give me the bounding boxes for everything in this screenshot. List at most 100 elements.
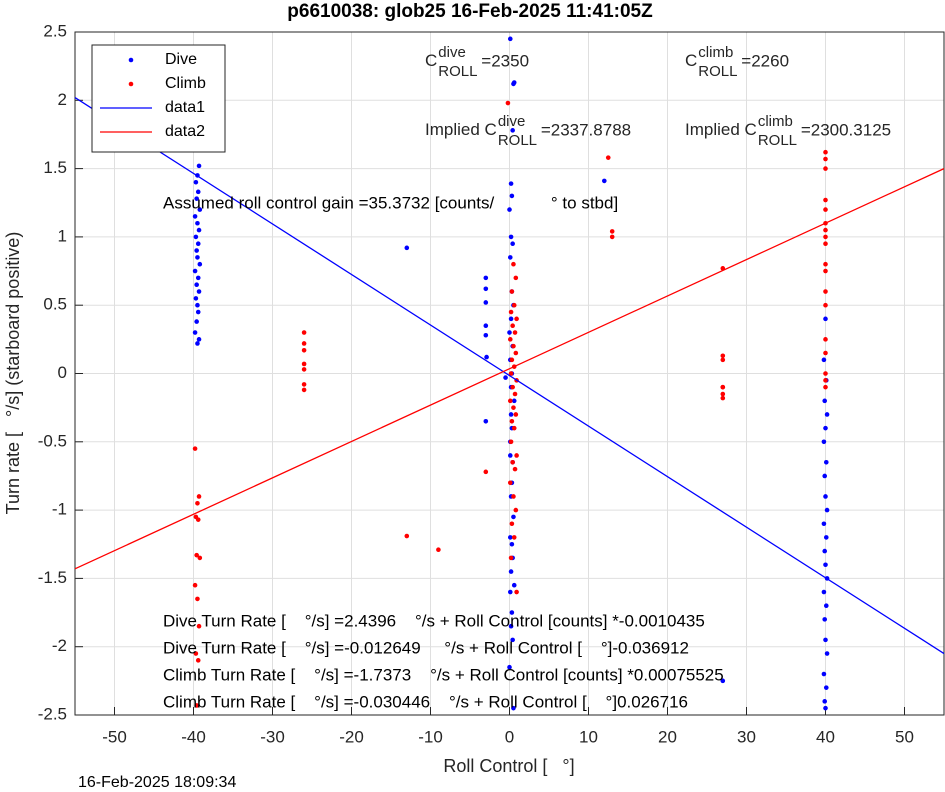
point [196, 337, 202, 342]
point [484, 354, 489, 360]
point [821, 357, 827, 363]
point [508, 309, 514, 315]
point [510, 128, 515, 133]
annotation-base: C [425, 51, 437, 70]
point [508, 623, 514, 629]
x-tick-label: -10 [418, 727, 443, 746]
annotation-sub: ROLL [758, 132, 797, 149]
point [821, 521, 827, 527]
point [194, 319, 199, 324]
point [510, 384, 515, 390]
point [609, 229, 615, 234]
point [720, 384, 726, 390]
point [194, 282, 199, 288]
point [823, 316, 828, 322]
point [512, 330, 518, 335]
point [514, 589, 519, 595]
y-tick-label: -1.5 [38, 568, 67, 587]
x-tick-label: 0 [505, 727, 514, 746]
point [511, 398, 517, 404]
point [193, 651, 199, 656]
point [824, 507, 830, 513]
point [508, 439, 514, 445]
point [720, 357, 726, 363]
point [301, 341, 307, 346]
annotation: Implied C [685, 120, 757, 139]
point [197, 555, 203, 561]
legend-label: Dive [165, 51, 197, 68]
point [195, 309, 201, 315]
point [436, 547, 441, 553]
point [602, 178, 607, 184]
x-tick-label: 50 [895, 727, 914, 746]
point [301, 347, 307, 353]
point [512, 391, 518, 397]
y-tick-label: -0.5 [38, 431, 67, 450]
y-tick-label: 0.5 [43, 295, 67, 314]
annotation-sup: dive [438, 44, 466, 61]
point [195, 658, 201, 663]
point [510, 323, 515, 328]
annotation: C [425, 51, 437, 70]
y-tick-label: -1 [52, 500, 67, 519]
point [192, 214, 198, 219]
point [503, 375, 508, 380]
plot-frame [74, 31, 945, 716]
y-tick-label: -2 [52, 636, 67, 655]
point [823, 241, 828, 247]
point [823, 197, 828, 203]
fit-line [74, 97, 945, 655]
point [483, 300, 489, 305]
point [195, 255, 200, 260]
note: Dive Turn Rate [ °/s] =-0.012649 °/s + R… [163, 638, 689, 657]
point [507, 207, 512, 212]
legend-swatch [128, 81, 134, 87]
point [195, 302, 200, 308]
point [720, 678, 726, 684]
x-axis-label: Roll Control [ °] [443, 756, 574, 776]
point [508, 316, 514, 322]
legend-swatch [128, 57, 134, 63]
point [192, 446, 198, 451]
point [509, 521, 515, 527]
point [509, 357, 515, 363]
x-tick-label: -30 [260, 727, 285, 746]
point [823, 261, 828, 267]
point [823, 425, 828, 431]
point [823, 384, 828, 390]
point [507, 480, 513, 486]
point [513, 350, 519, 356]
point [192, 330, 198, 335]
point [512, 466, 518, 472]
point [507, 589, 513, 595]
point [195, 517, 201, 522]
point [195, 241, 201, 247]
y-tick-label: 0 [58, 363, 67, 382]
point [483, 286, 489, 292]
point [193, 179, 199, 185]
point [605, 155, 611, 160]
point [513, 275, 519, 281]
point [192, 582, 198, 588]
point [823, 302, 828, 308]
x-tick-label: -20 [339, 727, 364, 746]
point [823, 268, 828, 274]
x-tick-label: 10 [579, 727, 598, 746]
point [196, 623, 202, 629]
note: Climb Turn Rate [ °/s] =-1.7373 °/s + Ro… [163, 665, 724, 684]
point [823, 535, 829, 540]
annotation: C [685, 51, 697, 70]
point [192, 268, 198, 274]
point [510, 459, 515, 465]
point [823, 234, 828, 240]
point [196, 494, 202, 499]
point [511, 261, 516, 267]
point [196, 227, 202, 233]
point [507, 337, 513, 342]
fit-line [74, 168, 945, 570]
point [404, 245, 410, 251]
point [195, 189, 201, 195]
point [194, 248, 199, 253]
point [511, 494, 516, 499]
